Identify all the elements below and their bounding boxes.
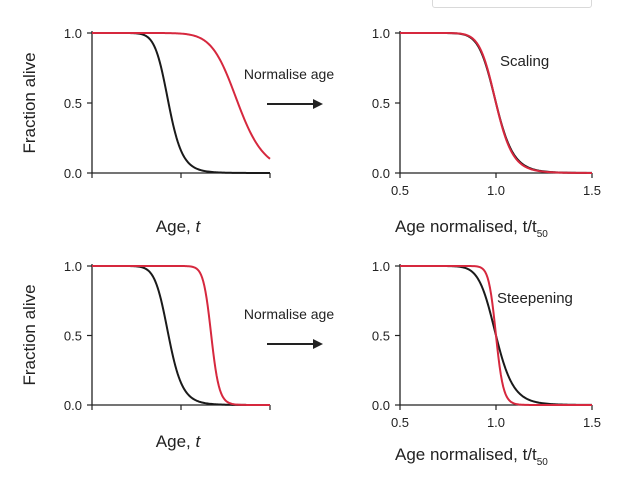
- panel-bottom-left: 1.0 0.5 0.0: [64, 259, 271, 413]
- x-tick-label: 1.0: [487, 183, 505, 198]
- y-tick-label: 0.0: [64, 166, 82, 181]
- y-tick-label: 0.5: [64, 329, 82, 344]
- y-tick-label: 1.0: [64, 259, 82, 274]
- panel-bottom-right: 1.00.50.00.5 1.0 1.5: [372, 259, 601, 430]
- steepening-annotation: Steepening: [497, 290, 573, 307]
- y-tick-label: 0.5: [372, 96, 390, 111]
- y-tick-label: 0.0: [372, 166, 390, 181]
- y-tick-label: 0.5: [64, 96, 82, 111]
- top-frame-fragment: [432, 0, 592, 8]
- x-axis-title-subscript: 50: [537, 457, 549, 468]
- y-tick-label: 0.0: [372, 398, 390, 413]
- panel-top-right: 1.00.50.00.5 1.0 1.5: [372, 26, 601, 198]
- series-line-red: [92, 32, 271, 160]
- x-tick-label: 1.5: [583, 415, 601, 430]
- x-axis-title-text: Age,: [156, 217, 196, 236]
- x-tick-label: 0.5: [391, 415, 409, 430]
- x-axis-title-var: t: [195, 432, 201, 451]
- scaling-annotation: Scaling: [500, 53, 549, 70]
- series-line-red: [400, 32, 592, 174]
- x-tick-label: 1.5: [583, 183, 601, 198]
- series-line-red: [400, 265, 592, 406]
- series-line-red: [92, 265, 270, 406]
- x-axis-title-subscript: 50: [537, 229, 549, 240]
- y-tick-label: 1.0: [372, 259, 390, 274]
- series-line-black: [92, 32, 270, 174]
- x-axis-title-bottom-right: Age normalised, t/t50: [395, 445, 548, 468]
- y-tick-label: 0.0: [64, 398, 82, 413]
- normalise-age-label-top: Normalise age: [244, 66, 334, 82]
- panel-top-left: 1.0 0.5 0.0: [64, 26, 271, 181]
- x-axis-title-top-left: Age, t: [156, 217, 202, 236]
- x-axis-title-text: Age,: [156, 432, 196, 451]
- x-axis-title-text: Age normalised, t/t: [395, 445, 537, 464]
- y-tick-label: 1.0: [372, 26, 390, 41]
- y-tick-label: 1.0: [64, 26, 82, 41]
- y-axis-title-top: Fraction alive: [20, 52, 39, 153]
- x-axis-title-var: t: [195, 217, 201, 236]
- x-axis-title-top-right: Age normalised, t/t50: [395, 217, 548, 240]
- y-axis-title-bottom: Fraction alive: [20, 284, 39, 385]
- x-axis-title-text: Age normalised, t/t: [395, 217, 537, 236]
- y-tick-label: 0.5: [372, 329, 390, 344]
- series-line-black: [92, 265, 270, 406]
- normalise-age-label-bottom: Normalise age: [244, 306, 334, 322]
- x-axis-title-bottom-left: Age, t: [156, 432, 202, 451]
- x-tick-label: 1.0: [487, 415, 505, 430]
- x-tick-label: 0.5: [391, 183, 409, 198]
